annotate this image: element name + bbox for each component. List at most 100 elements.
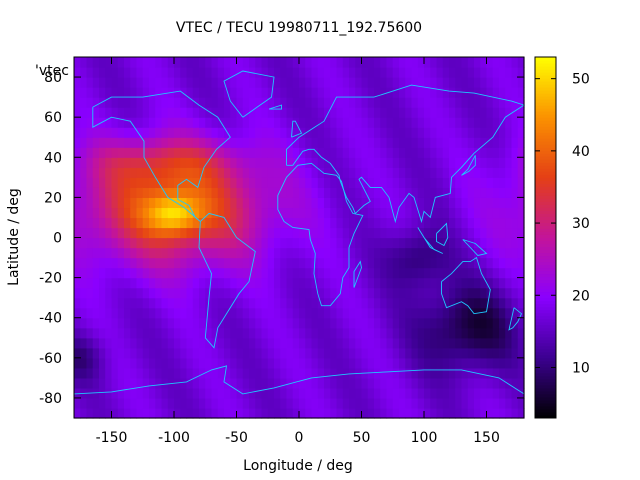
heatmap-cell — [211, 407, 219, 419]
heatmap-cell — [417, 247, 425, 259]
heatmap-cell — [367, 377, 375, 389]
heatmap-cell — [142, 347, 150, 359]
heatmap-cell — [305, 307, 313, 319]
heatmap-cell — [386, 337, 394, 349]
heatmap-cell — [199, 127, 206, 138]
heatmap-cell — [111, 97, 119, 108]
colorbar-segment — [535, 285, 556, 290]
heatmap-cell — [330, 277, 338, 289]
heatmap-cell — [111, 287, 119, 299]
heatmap-cell — [292, 67, 300, 78]
heatmap-cell — [442, 287, 450, 299]
heatmap-cell — [136, 127, 144, 138]
colorbar-segment — [535, 72, 556, 76]
heatmap-cell — [74, 337, 81, 349]
heatmap-cell — [417, 347, 425, 359]
heatmap-cell — [499, 257, 506, 269]
colorbar-segment — [535, 102, 556, 106]
heatmap-cell — [161, 287, 169, 299]
heatmap-cell — [280, 97, 288, 108]
heatmap-cell — [192, 57, 200, 68]
heatmap-cell — [355, 307, 363, 319]
heatmap-cell — [405, 97, 413, 108]
heatmap-cell — [180, 337, 188, 349]
heatmap-cell — [92, 367, 100, 379]
heatmap-cell — [299, 127, 306, 138]
heatmap-cell — [342, 317, 350, 329]
heatmap-cell — [149, 187, 156, 198]
heatmap-cell — [355, 387, 363, 399]
heatmap-cell — [242, 57, 250, 68]
heatmap-cell — [442, 327, 450, 339]
heatmap-cell — [355, 247, 363, 259]
colorbar-segment — [535, 255, 556, 260]
heatmap-cell — [217, 87, 225, 98]
heatmap-cell — [467, 197, 475, 209]
heatmap-cell — [180, 327, 188, 339]
heatmap-cell — [399, 347, 406, 359]
heatmap-cell — [136, 337, 144, 349]
heatmap-cell — [242, 127, 250, 138]
heatmap-cell — [499, 157, 506, 168]
heatmap-cell — [105, 147, 113, 158]
heatmap-cell — [492, 357, 500, 369]
heatmap-cell — [499, 317, 506, 329]
heatmap-cell — [142, 67, 150, 78]
heatmap-cell — [130, 77, 138, 88]
heatmap-cell — [167, 167, 175, 178]
heatmap-cell — [399, 237, 406, 249]
heatmap-cell — [261, 147, 269, 158]
heatmap-cell — [199, 87, 206, 98]
heatmap-cell — [486, 277, 494, 289]
heatmap-cell — [380, 57, 388, 68]
heatmap-cell — [461, 57, 469, 68]
heatmap-cell — [236, 137, 244, 148]
heatmap-cell — [430, 107, 438, 118]
heatmap-cell — [124, 87, 131, 98]
heatmap-cell — [405, 147, 413, 158]
heatmap-cell — [74, 287, 81, 299]
heatmap-cell — [436, 177, 444, 188]
heatmap-cell — [186, 357, 194, 369]
heatmap-cell — [149, 237, 156, 249]
heatmap-cell — [505, 357, 513, 369]
heatmap-cell — [399, 77, 406, 88]
heatmap-cell — [392, 157, 400, 168]
heatmap-cell — [236, 77, 244, 88]
heatmap-cell — [374, 147, 381, 158]
heatmap-cell — [499, 407, 506, 419]
heatmap-cell — [324, 147, 331, 158]
heatmap-cell — [242, 197, 250, 209]
heatmap-cell — [367, 407, 375, 419]
heatmap-cell — [324, 337, 331, 349]
heatmap-cell — [224, 107, 231, 118]
heatmap-cell — [399, 187, 406, 198]
colorbar-segment — [535, 414, 556, 419]
colorbar-tick-label: 20 — [572, 288, 590, 304]
colorbar-segment — [535, 204, 556, 208]
heatmap-cell — [230, 187, 238, 198]
heatmap-cell — [280, 197, 288, 209]
colorbar-segment — [535, 108, 556, 112]
heatmap-cell — [511, 277, 519, 289]
heatmap-cell — [280, 337, 288, 349]
heatmap-cell — [111, 277, 119, 289]
heatmap-cell — [461, 347, 469, 359]
heatmap-cell — [130, 217, 138, 229]
heatmap-cell — [430, 357, 438, 369]
heatmap-cell — [467, 167, 475, 178]
heatmap-cell — [317, 167, 325, 178]
heatmap-cell — [255, 377, 263, 389]
heatmap-cell — [249, 237, 256, 249]
heatmap-cell — [99, 257, 106, 269]
heatmap-cell — [517, 377, 525, 389]
heatmap-cell — [461, 327, 469, 339]
colorbar-segment — [535, 186, 556, 190]
heatmap-cell — [517, 397, 525, 409]
heatmap-cell — [480, 397, 488, 409]
heatmap-cell — [217, 167, 225, 178]
heatmap-cell — [305, 407, 313, 419]
heatmap-cell — [399, 57, 406, 68]
heatmap-cell — [92, 97, 100, 108]
heatmap-cell — [361, 117, 369, 128]
